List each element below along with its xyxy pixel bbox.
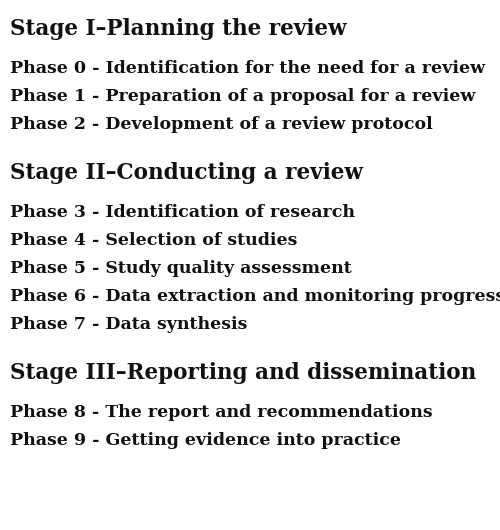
Text: Phase 0 - Identification for the need for a review: Phase 0 - Identification for the need fo… [10, 60, 485, 77]
Text: Stage II–Conducting a review: Stage II–Conducting a review [10, 162, 363, 184]
Text: Phase 9 - Getting evidence into practice: Phase 9 - Getting evidence into practice [10, 432, 401, 449]
Text: Phase 8 - The report and recommendations: Phase 8 - The report and recommendations [10, 404, 432, 421]
Text: Stage III–Reporting and dissemination: Stage III–Reporting and dissemination [10, 362, 476, 384]
Text: Stage I–Planning the review: Stage I–Planning the review [10, 18, 346, 40]
Text: Phase 1 - Preparation of a proposal for a review: Phase 1 - Preparation of a proposal for … [10, 88, 475, 105]
Text: Phase 6 - Data extraction and monitoring progress: Phase 6 - Data extraction and monitoring… [10, 288, 500, 305]
Text: Phase 7 - Data synthesis: Phase 7 - Data synthesis [10, 316, 248, 333]
Text: Phase 2 - Development of a review protocol: Phase 2 - Development of a review protoc… [10, 116, 433, 133]
Text: Phase 4 - Selection of studies: Phase 4 - Selection of studies [10, 232, 298, 249]
Text: Phase 3 - Identification of research: Phase 3 - Identification of research [10, 204, 355, 221]
Text: Phase 5 - Study quality assessment: Phase 5 - Study quality assessment [10, 260, 352, 277]
